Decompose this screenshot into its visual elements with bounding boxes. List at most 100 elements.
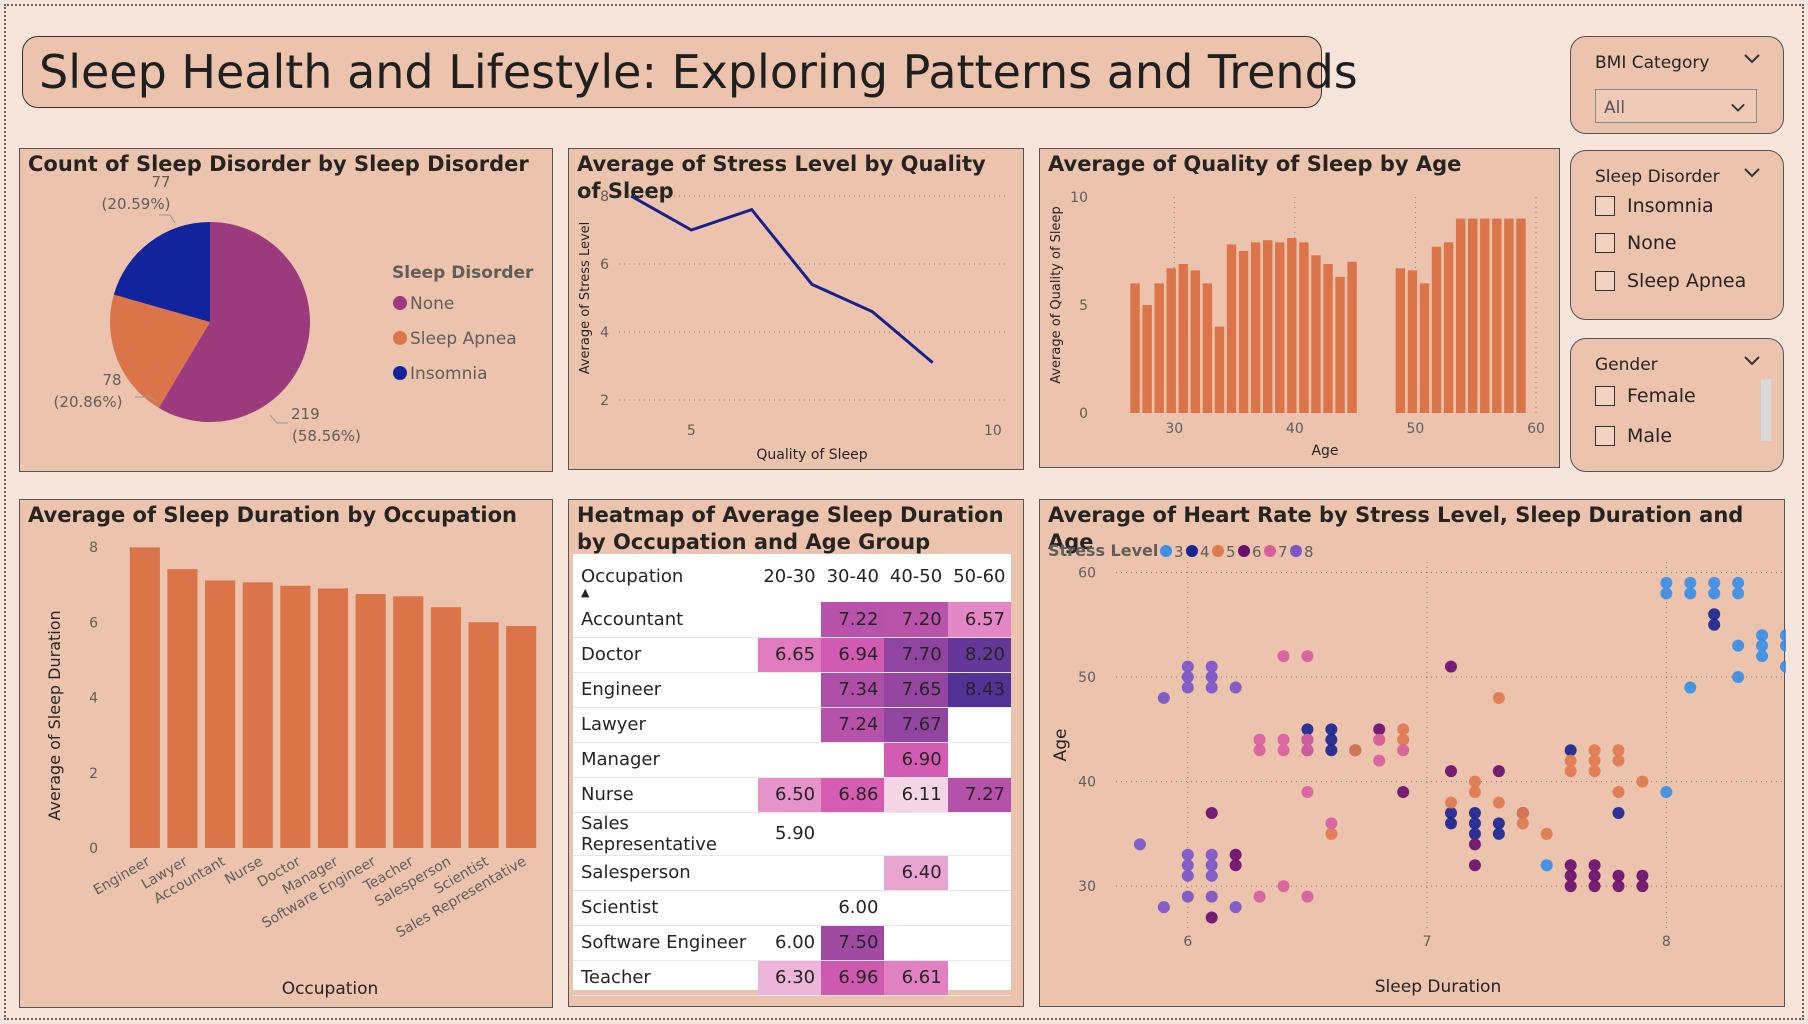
checkbox[interactable] <box>1595 233 1615 253</box>
age-bar-panel[interactable]: Average of Quality of Sleep by Age 30 40 5… <box>1039 148 1560 468</box>
table-row[interactable]: Accountant 7.22 7.20 6.57 <box>573 602 1011 638</box>
table-row[interactable]: Doctor 6.65 6.94 7.70 8.20 <box>573 637 1011 673</box>
table-row[interactable]: Nurse 6.50 6.86 6.11 7.27 <box>573 777 1011 813</box>
bmi-dropdown[interactable]: All <box>1595 89 1757 123</box>
scatter-point <box>1301 723 1314 736</box>
pie-panel[interactable]: Count of Sleep Disorder by Sleep Disorde… <box>19 148 553 472</box>
scatter-panel[interactable]: Average of Heart Rate by Stress Level, S… <box>1039 499 1786 1008</box>
heatmap-cell[interactable] <box>947 707 1011 743</box>
checkbox[interactable] <box>1595 386 1615 406</box>
heatmap-cell[interactable] <box>757 742 822 778</box>
heatmap-cell[interactable] <box>821 812 885 856</box>
checkbox[interactable] <box>1595 426 1615 446</box>
heatmap-cell[interactable] <box>947 812 1011 856</box>
heatmap-cell[interactable]: 6.40 <box>884 855 948 891</box>
heatmap-cell[interactable]: 6.57 <box>947 602 1011 638</box>
heatmap-cell[interactable]: 7.22 <box>821 602 885 638</box>
heatmap-cell[interactable]: 7.50 <box>821 925 885 961</box>
line-chart[interactable]: 2 4 6 8 5 10 Quality of Sleep Average of Stress… <box>569 149 1025 471</box>
scrollbar[interactable] <box>1761 379 1771 441</box>
bar <box>1516 218 1526 413</box>
table-row[interactable]: Salesperson 6.40 <box>573 855 1011 891</box>
chevron-down-icon[interactable] <box>1743 163 1761 181</box>
pie-data-label: 78 <box>102 371 121 389</box>
heatmap-cell[interactable]: 7.27 <box>947 777 1011 813</box>
heatmap-cell[interactable]: 6.11 <box>884 777 948 813</box>
heatmap-cell[interactable] <box>947 890 1011 926</box>
scatter-point <box>1564 859 1577 872</box>
heatmap-cell[interactable] <box>821 855 885 891</box>
heatmap-cell[interactable]: 6.86 <box>821 777 885 813</box>
heatmap-cell[interactable]: 6.50 <box>757 777 822 813</box>
heatmap-cell[interactable]: 7.24 <box>821 707 885 743</box>
table-row[interactable]: Scientist 6.00 <box>573 890 1011 926</box>
heatmap-cell[interactable]: 6.94 <box>821 637 885 673</box>
scatter-point <box>1468 806 1481 819</box>
table-row[interactable]: Software Engineer 6.00 7.50 <box>573 925 1011 961</box>
heatmap-header-col[interactable]: 40-50 <box>889 566 943 587</box>
age-bar-chart[interactable]: 30 40 50 60 0 5 10 Age Average of Quality of Sle… <box>1040 149 1561 469</box>
heatmap-cell[interactable]: 8.43 <box>947 672 1011 708</box>
heatmap-cell[interactable]: 7.65 <box>884 672 948 708</box>
heatmap-cell[interactable]: 5.90 <box>757 812 822 856</box>
heatmap-cell[interactable] <box>884 890 948 926</box>
heatmap-cell[interactable] <box>757 672 822 708</box>
heatmap-cell[interactable]: 7.67 <box>884 707 948 743</box>
heatmap-cell[interactable] <box>757 602 822 638</box>
heatmap-header-occupation[interactable]: Occupation ▲ <box>573 554 758 602</box>
heatmap-cell[interactable]: 6.96 <box>821 960 885 996</box>
heatmap-cell[interactable]: 6.90 <box>884 742 948 778</box>
heatmap-cell[interactable] <box>821 742 885 778</box>
heatmap-cell[interactable] <box>947 855 1011 891</box>
sleep-disorder-slicer[interactable]: Sleep Disorder Insomnia None Sleep Apnea <box>1570 150 1784 320</box>
heatmap-cell[interactable] <box>947 960 1011 996</box>
heatmap-cell[interactable] <box>947 742 1011 778</box>
heatmap-cell[interactable]: 8.20 <box>947 637 1011 673</box>
legend-marker <box>393 366 407 380</box>
heatmap-cell[interactable] <box>884 925 948 961</box>
option-none[interactable]: None <box>1595 232 1677 254</box>
bar <box>1142 305 1152 413</box>
heatmap-row-label: Sales Representative <box>573 812 758 856</box>
checkbox[interactable] <box>1595 196 1615 216</box>
scatter-point <box>1229 859 1242 872</box>
option-insomnia[interactable]: Insomnia <box>1595 195 1714 217</box>
option-male[interactable]: Male <box>1595 425 1672 447</box>
bmi-slicer[interactable]: BMI Category All <box>1570 36 1784 134</box>
heatmap-cell[interactable]: 6.00 <box>821 890 885 926</box>
heatmap-table[interactable]: Occupation ▲ 20-30 30-40 40-50 50-60 Acc… <box>573 554 1011 996</box>
heatmap-header-col[interactable]: 20-30 <box>763 566 816 587</box>
option-female[interactable]: Female <box>1595 385 1696 407</box>
heatmap-cell[interactable] <box>757 855 822 891</box>
heatmap-header-col[interactable]: 30-40 <box>826 566 879 587</box>
heatmap-cell[interactable]: 6.61 <box>884 960 948 996</box>
gender-slicer[interactable]: Gender Female Male <box>1570 338 1784 472</box>
chevron-down-icon[interactable] <box>1743 351 1761 369</box>
table-row[interactable]: Manager 6.90 <box>573 742 1011 778</box>
table-row[interactable]: Engineer 7.34 7.65 8.43 <box>573 672 1011 708</box>
table-row[interactable]: Teacher 6.30 6.96 6.61 <box>573 960 1011 996</box>
heatmap-cell[interactable]: 6.00 <box>757 925 822 961</box>
heatmap-cell[interactable] <box>947 925 1011 961</box>
heatmap-cell[interactable]: 6.30 <box>757 960 822 996</box>
legend-marker <box>1238 545 1250 557</box>
heatmap-cell[interactable]: 6.65 <box>757 637 822 673</box>
table-row[interactable]: Lawyer 7.24 7.67 <box>573 707 1011 743</box>
heatmap-cell[interactable]: 7.34 <box>821 672 885 708</box>
heatmap-cell[interactable] <box>884 812 948 856</box>
heatmap-header-col[interactable]: 50-60 <box>953 566 1006 587</box>
heatmap-cell[interactable]: 7.20 <box>884 602 948 638</box>
line-panel[interactable]: Average of Stress Level by Quality of Sl… <box>568 148 1024 470</box>
option-sleep-apnea[interactable]: Sleep Apnea <box>1595 270 1746 292</box>
chevron-down-icon[interactable] <box>1743 49 1761 67</box>
occupation-bar-chart[interactable]: 02468EngineerLawyerAccountantNurseDoctor… <box>20 500 554 1009</box>
scatter-point <box>1229 848 1242 861</box>
pie-chart[interactable]: 219 (58.56%) 78 (20.86%) 77 (20.59%) Sleep Dis… <box>20 149 554 473</box>
heatmap-cell[interactable]: 7.70 <box>884 637 948 673</box>
table-row[interactable]: Sales Representative 5.90 <box>573 812 1011 856</box>
heatmap-cell[interactable] <box>757 707 822 743</box>
occupation-bar-panel[interactable]: Average of Sleep Duration by Occupation … <box>19 499 553 1008</box>
heatmap-cell[interactable] <box>757 890 822 926</box>
checkbox[interactable] <box>1595 271 1615 291</box>
